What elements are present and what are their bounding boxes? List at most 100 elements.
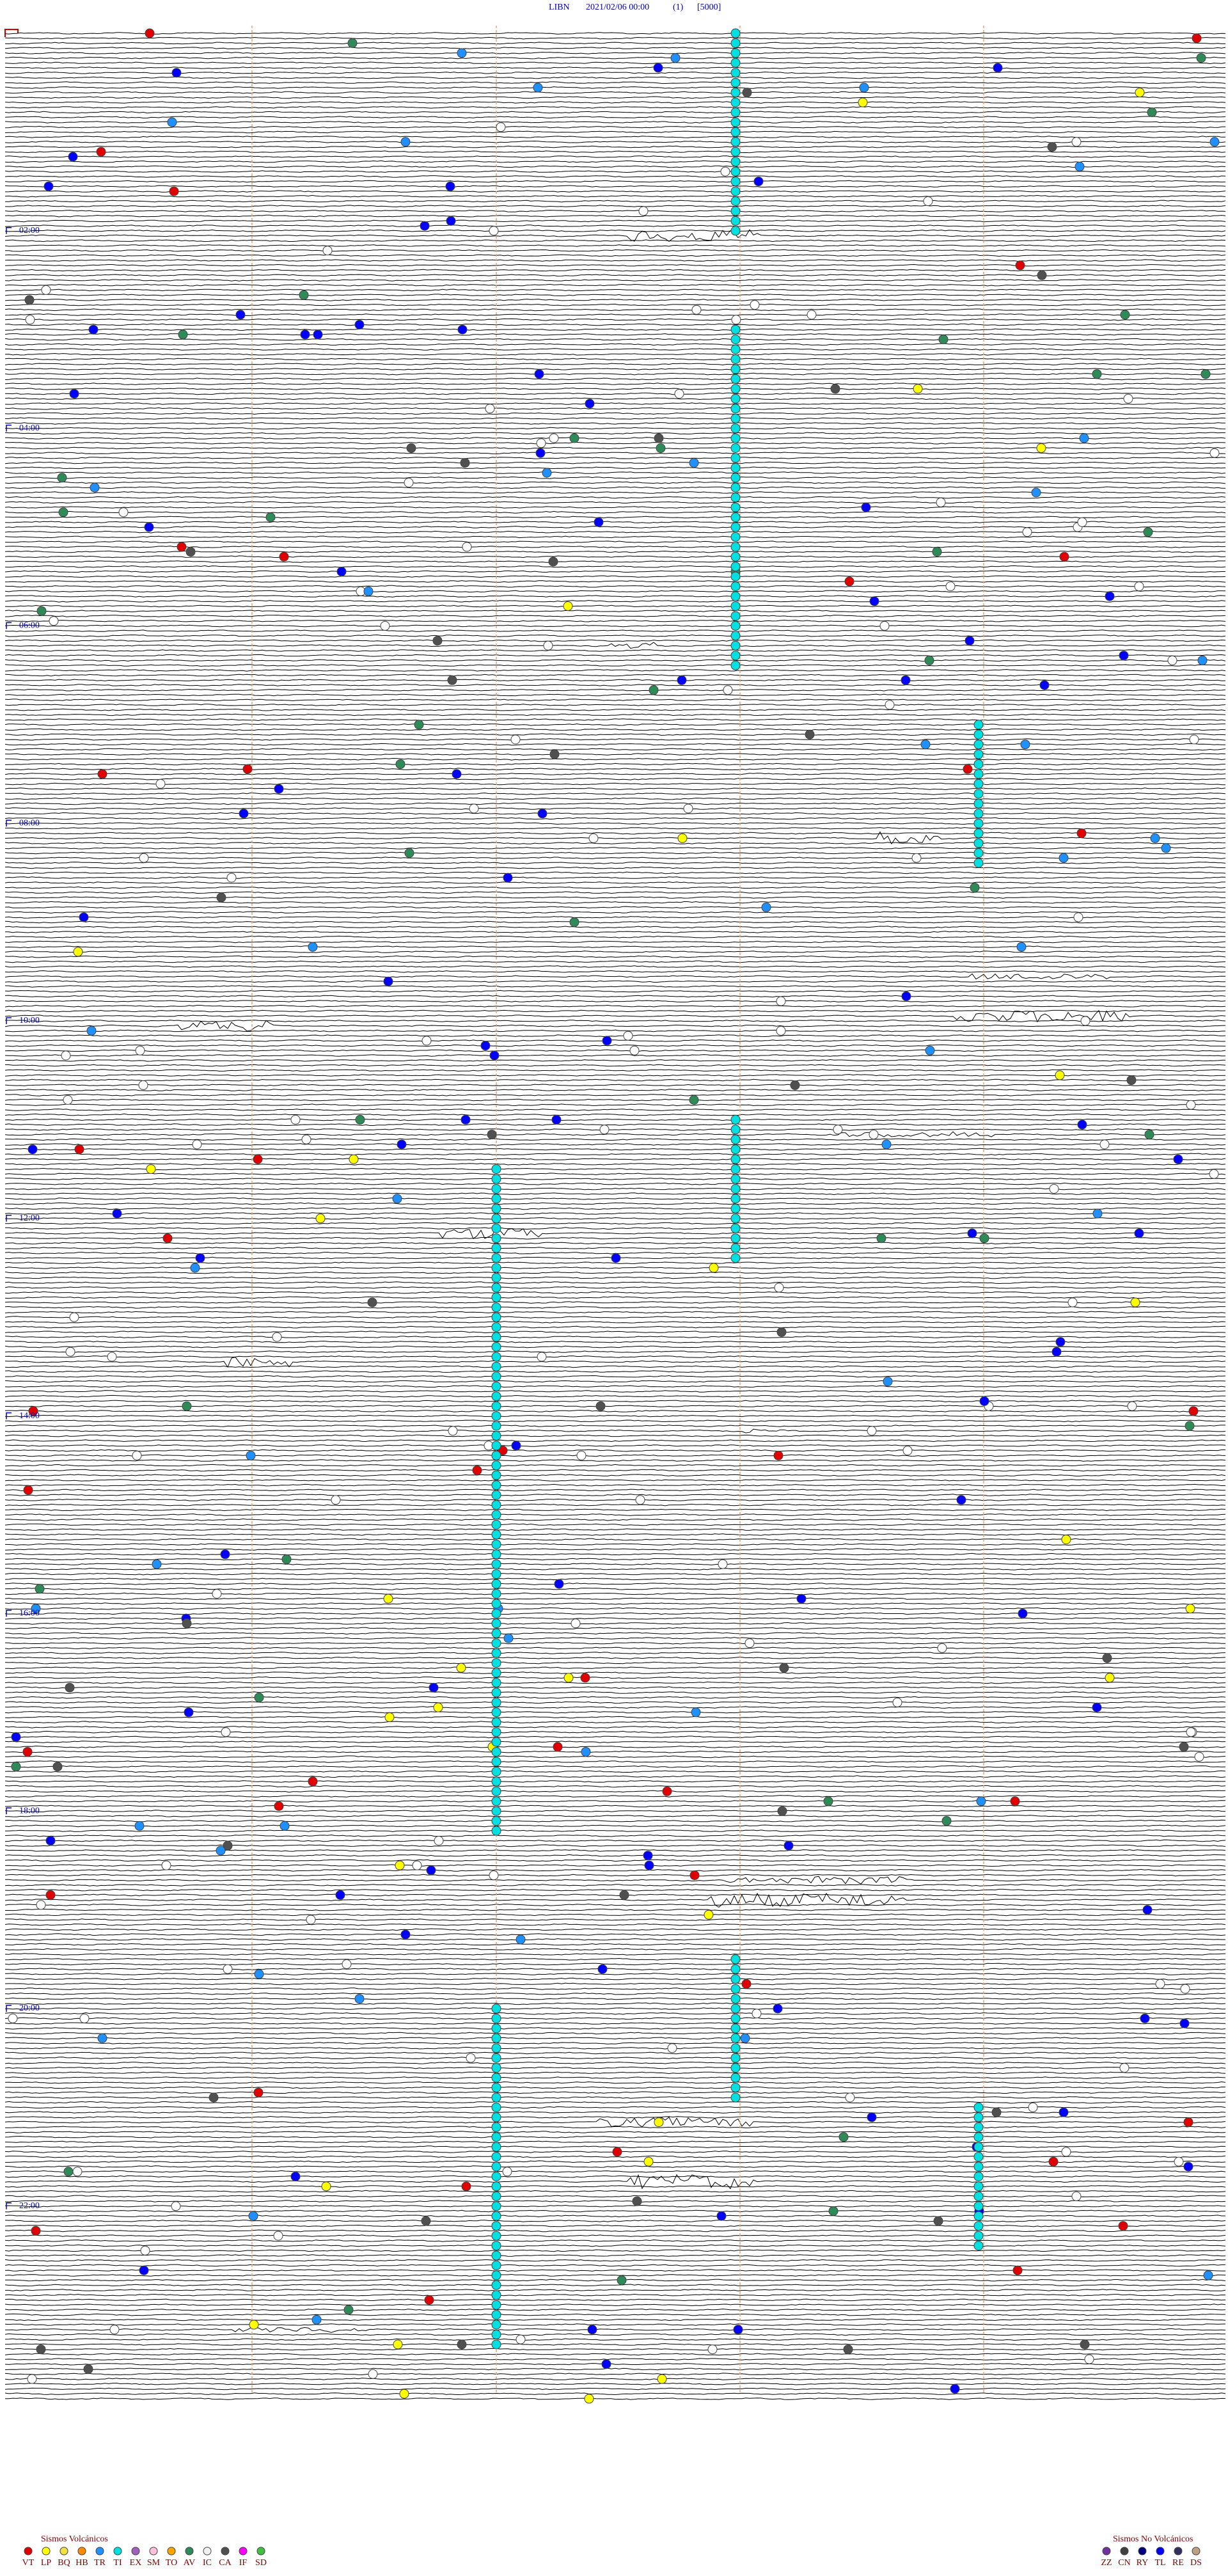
event-marker [491, 1668, 501, 1678]
event-marker [331, 1495, 341, 1505]
event-marker [380, 620, 390, 631]
event-marker [1140, 2013, 1150, 2023]
trace [4, 1109, 1226, 1111]
trace [4, 1247, 1226, 1250]
trace [4, 1568, 1226, 1570]
trace [4, 1222, 1226, 1225]
event-marker [226, 873, 237, 883]
trace [4, 249, 1226, 252]
event-marker [730, 127, 741, 137]
trace [4, 358, 1226, 361]
event-marker [973, 2221, 984, 2231]
trace [4, 2239, 1226, 2242]
event-marker [730, 660, 741, 670]
event-marker [221, 1727, 231, 1737]
trace [4, 422, 1226, 425]
event-marker [730, 196, 741, 206]
trace [4, 1148, 1226, 1151]
trace [5, 2160, 1226, 2163]
event-marker [491, 2300, 501, 2310]
trace [4, 1973, 1226, 1975]
event-marker [1015, 260, 1025, 271]
event-marker [730, 1954, 741, 1964]
trace [4, 209, 1226, 212]
trace [4, 995, 1226, 998]
event-marker [491, 1500, 501, 1510]
trace [4, 1380, 1226, 1383]
trace [4, 1637, 1226, 1640]
event-marker [973, 2161, 984, 2172]
trace [4, 604, 1226, 608]
event-marker [1120, 310, 1130, 320]
event-marker [869, 596, 879, 606]
trace [4, 639, 1226, 642]
trace [4, 693, 1226, 697]
event-marker [86, 1025, 97, 1036]
legend-label: TO [166, 2558, 177, 2568]
trace [5, 2289, 1226, 2291]
trace [4, 2042, 1226, 2044]
trace [4, 1202, 1226, 1205]
trace [4, 1953, 1226, 1956]
trace [4, 1029, 1226, 1032]
event-marker [22, 1747, 33, 1757]
trace [4, 530, 1226, 533]
event-marker [623, 1031, 633, 1041]
event-marker [1028, 2102, 1038, 2112]
legend-swatch [24, 2547, 33, 2556]
trace [4, 1543, 1226, 1546]
trace [4, 2002, 1226, 2005]
trace [4, 1503, 1226, 1506]
trace [4, 541, 1226, 544]
trace [4, 1671, 1226, 1674]
event-marker [1084, 2354, 1094, 2364]
event-marker [491, 1312, 501, 1322]
trace [4, 2254, 1226, 2257]
event-marker [107, 1352, 117, 1362]
event-marker [448, 1426, 458, 1436]
trace [4, 521, 1226, 524]
event-marker [74, 1144, 84, 1155]
event-marker [311, 2314, 322, 2325]
trace [4, 106, 1226, 109]
event-marker [395, 1860, 405, 1870]
trace [4, 67, 1226, 69]
event-marker [597, 1964, 608, 1974]
event-marker [923, 196, 933, 206]
trace [4, 145, 1226, 148]
event-marker [460, 1114, 471, 1125]
trace [5, 1419, 1226, 1423]
event-marker [52, 1762, 63, 1772]
trace [4, 1829, 1226, 1833]
event-marker [469, 803, 479, 814]
event-marker [96, 146, 106, 157]
event-marker [460, 458, 470, 468]
trace [4, 1483, 1226, 1487]
trace [4, 214, 1226, 217]
trace [4, 1301, 1226, 1304]
trace [4, 2081, 1226, 2084]
trace [5, 437, 1226, 439]
event-marker [426, 1865, 436, 1876]
event-marker [290, 1114, 301, 1125]
trace [4, 155, 1226, 158]
event-marker [139, 853, 149, 863]
trace [4, 2373, 1226, 2376]
event-marker [716, 2211, 727, 2221]
trace [4, 980, 1225, 983]
event-marker [861, 502, 871, 512]
trace [4, 2076, 1226, 2080]
trace [4, 111, 1226, 114]
event-marker [491, 1450, 501, 1460]
trace [4, 446, 1226, 450]
event-marker [1010, 1796, 1020, 1806]
event-marker [8, 2013, 18, 2023]
trace [4, 787, 1226, 791]
event-marker [1099, 1139, 1110, 1150]
event-marker [973, 789, 984, 799]
trace [4, 896, 1226, 899]
event-marker [182, 1618, 192, 1629]
trace [5, 1178, 1226, 1180]
event-marker [584, 2394, 594, 2404]
trace [4, 1212, 1226, 1215]
